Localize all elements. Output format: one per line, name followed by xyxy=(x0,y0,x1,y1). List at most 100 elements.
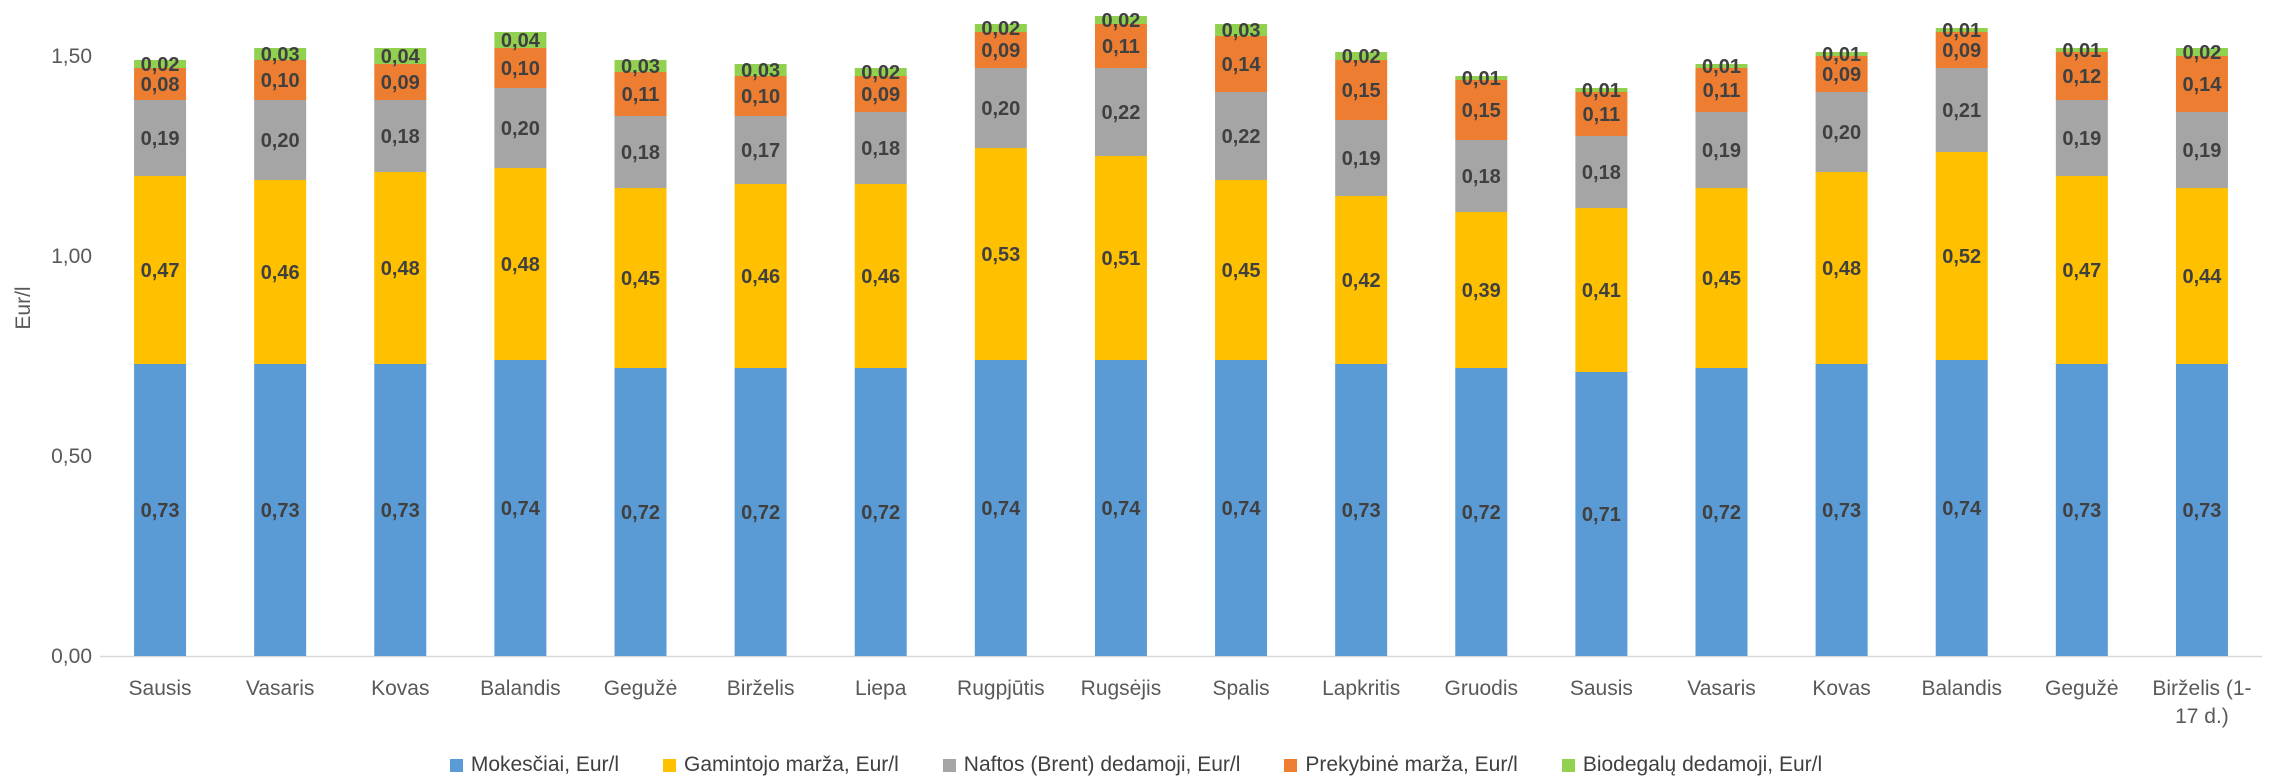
data-label: 0,12 xyxy=(2062,66,2101,88)
x-tick-label: Gegužė xyxy=(2045,677,2119,700)
bar-segment xyxy=(494,32,547,48)
data-label: 0,10 xyxy=(501,58,540,80)
data-label: 0,73 xyxy=(381,500,420,522)
data-label: 0,02 xyxy=(141,54,180,76)
data-label: 0,45 xyxy=(1222,260,1261,282)
x-tick-label: Birželis (1- 17 d.) xyxy=(2152,677,2251,728)
bar-segment xyxy=(1455,140,1508,212)
x-tick-label-line: Birželis (1- xyxy=(2152,677,2251,700)
x-tick-label-line: 17 d.) xyxy=(2175,705,2229,728)
x-tick-label-line: Sausis xyxy=(1570,677,1633,700)
bar-segment xyxy=(974,148,1027,360)
x-tick-label: Balandis xyxy=(480,677,561,700)
bar-stack: 0,74 0,51 0,22 0,11 0,02 xyxy=(1094,10,1147,656)
data-label: 0,73 xyxy=(261,500,300,522)
bar-segment xyxy=(1215,24,1268,36)
bar-segment xyxy=(734,184,787,368)
data-label: 0,15 xyxy=(1462,100,1501,122)
bar-segment xyxy=(854,368,907,656)
data-label: 0,48 xyxy=(1822,258,1861,280)
bar-segment xyxy=(614,188,667,368)
data-label: 0,20 xyxy=(261,130,300,152)
data-label: 0,10 xyxy=(261,70,300,92)
bar-stack: 0,73 0,47 0,19 0,12 0,01 xyxy=(2055,40,2108,656)
bar-segment xyxy=(614,72,667,116)
data-label: 0,47 xyxy=(141,260,180,282)
bar-stack: 0,73 0,42 0,19 0,15 0,02 xyxy=(1335,46,1388,656)
bar-segment xyxy=(1335,120,1388,196)
bar-segment xyxy=(1335,52,1388,60)
data-label: 0,14 xyxy=(2182,74,2222,96)
bar-segment xyxy=(974,360,1027,656)
bar-segment xyxy=(494,48,547,88)
data-label: 0,19 xyxy=(2062,128,2101,150)
data-label: 0,44 xyxy=(2182,266,2222,288)
data-label: 0,48 xyxy=(501,254,540,276)
data-label: 0,73 xyxy=(1822,500,1861,522)
data-label: 0,09 xyxy=(1942,40,1981,62)
data-label: 0,74 xyxy=(501,498,541,520)
bar-segment xyxy=(254,100,307,180)
bar-segment xyxy=(1215,180,1268,360)
bar-segment xyxy=(1575,92,1628,136)
bar-segment xyxy=(2175,48,2228,56)
bar-segment xyxy=(374,100,427,172)
bar-segment xyxy=(1455,76,1508,80)
data-label: 0,02 xyxy=(1101,10,1140,32)
data-label: 0,01 xyxy=(1942,20,1981,42)
data-label: 0,46 xyxy=(261,262,300,284)
data-label: 0,01 xyxy=(1462,68,1501,90)
x-tick-label-line: Lapkritis xyxy=(1322,677,1400,700)
bar-stack: 0,71 0,41 0,18 0,110,01 xyxy=(1575,80,1628,656)
y-axis-title: Eur/l xyxy=(12,286,35,329)
bar-segment xyxy=(1575,372,1628,656)
bar-segment xyxy=(134,100,187,176)
x-tick-label-line: Vasaris xyxy=(246,677,314,700)
data-label: 0,39 xyxy=(1462,280,1501,302)
data-label: 0,02 xyxy=(981,18,1020,40)
bar-segment xyxy=(2055,364,2108,656)
bar-segment xyxy=(614,116,667,188)
data-label: 0,74 xyxy=(981,498,1021,520)
x-tick-label-line: Balandis xyxy=(480,677,561,700)
legend-item: Naftos (Brent) dedamoji, Eur/l xyxy=(942,753,1240,777)
bar-segment xyxy=(134,176,187,364)
data-label: 0,09 xyxy=(381,72,420,94)
bar-segment xyxy=(1335,60,1388,120)
bar-segment xyxy=(854,76,907,112)
bar-segment xyxy=(1094,24,1147,68)
data-label: 0,08 xyxy=(141,74,180,96)
x-tick-label-line: Gegužė xyxy=(604,677,678,700)
bar-segment xyxy=(1695,368,1748,656)
legend-swatch xyxy=(663,758,677,772)
data-label: 0,18 xyxy=(381,126,420,148)
data-label: 0,20 xyxy=(1822,122,1861,144)
bar-segment xyxy=(1695,64,1748,68)
bar-segment xyxy=(1094,156,1147,360)
bar-segment xyxy=(1094,360,1147,656)
data-label: 0,19 xyxy=(1342,148,1381,170)
bar-segment xyxy=(2055,100,2108,176)
data-label: 0,52 xyxy=(1942,246,1981,268)
bar-segment xyxy=(494,88,547,168)
bar-segment xyxy=(974,32,1027,68)
bar-segment xyxy=(254,180,307,364)
bar-segment xyxy=(374,172,427,364)
legend-swatch xyxy=(449,758,463,772)
bar-stack: 0,74 0,48 0,20 0,10 0,04 xyxy=(494,30,547,656)
x-tick-label: Rugsėjis xyxy=(1081,677,1162,700)
x-tick-label: Birželis xyxy=(727,677,795,700)
data-label: 0,11 xyxy=(1703,80,1741,102)
y-tick-label: 1,00 xyxy=(51,245,92,268)
bar-segment xyxy=(974,68,1027,148)
x-tick-label-line: Birželis xyxy=(727,677,795,700)
bar-segment xyxy=(134,68,187,100)
data-label: 0,51 xyxy=(1101,248,1140,270)
data-label: 0,20 xyxy=(981,98,1020,120)
bar-segment xyxy=(734,116,787,184)
x-tick-label: Kovas xyxy=(1812,677,1870,700)
data-label: 0,72 xyxy=(621,502,660,524)
data-label: 0,15 xyxy=(1342,80,1381,102)
data-label: 0,02 xyxy=(861,62,900,84)
data-label: 0,73 xyxy=(141,500,180,522)
